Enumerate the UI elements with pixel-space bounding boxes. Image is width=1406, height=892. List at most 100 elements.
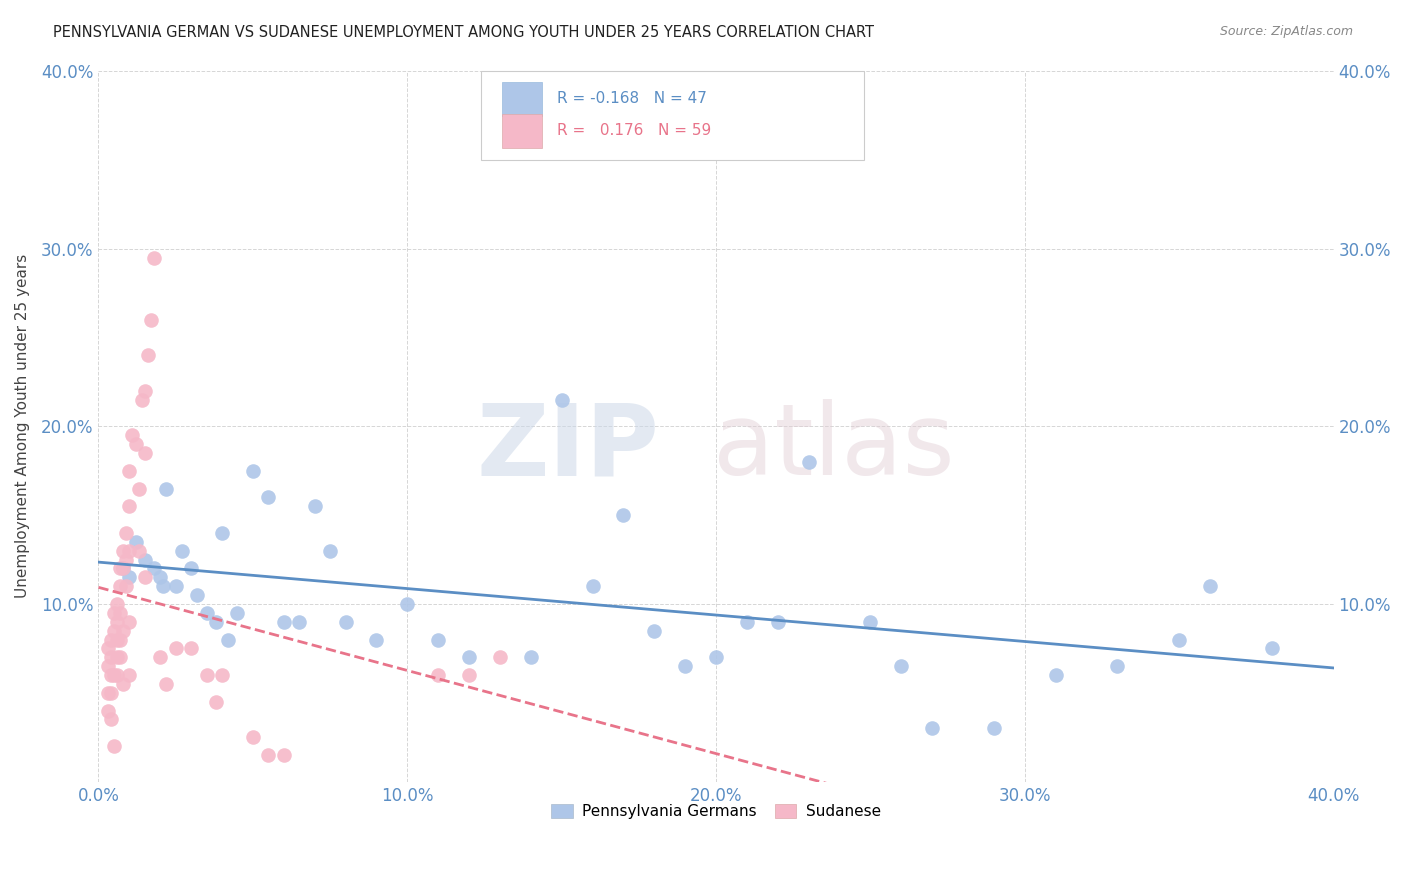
Point xyxy=(612,508,634,523)
Point xyxy=(273,747,295,762)
Legend: Pennsylvania Germans, Sudanese: Pennsylvania Germans, Sudanese xyxy=(546,797,887,825)
Point xyxy=(226,606,249,620)
Point xyxy=(180,561,202,575)
Point xyxy=(165,579,187,593)
Point xyxy=(427,668,450,682)
Point xyxy=(165,641,187,656)
Point xyxy=(112,624,135,638)
Text: Source: ZipAtlas.com: Source: ZipAtlas.com xyxy=(1219,25,1353,38)
Point xyxy=(108,650,131,665)
Text: R =   0.176   N = 59: R = 0.176 N = 59 xyxy=(557,123,711,138)
Point xyxy=(242,731,264,745)
Point xyxy=(149,570,172,584)
Point xyxy=(921,722,943,736)
Point xyxy=(304,500,326,514)
Point xyxy=(319,543,342,558)
Point xyxy=(100,650,122,665)
Point xyxy=(195,668,218,682)
Point xyxy=(128,543,150,558)
Point xyxy=(155,677,177,691)
Point xyxy=(673,659,696,673)
Point xyxy=(704,650,727,665)
Point xyxy=(143,251,166,265)
Point xyxy=(112,543,135,558)
Point xyxy=(242,464,264,478)
Point xyxy=(124,534,146,549)
Point xyxy=(204,695,226,709)
Text: PENNSYLVANIA GERMAN VS SUDANESE UNEMPLOYMENT AMONG YOUTH UNDER 25 YEARS CORRELAT: PENNSYLVANIA GERMAN VS SUDANESE UNEMPLOY… xyxy=(53,25,875,40)
Point xyxy=(108,632,131,647)
Point xyxy=(105,632,128,647)
Point xyxy=(105,650,128,665)
Point xyxy=(195,606,218,620)
Text: ZIP: ZIP xyxy=(477,400,659,496)
Point xyxy=(97,659,120,673)
Point xyxy=(155,482,177,496)
Point xyxy=(143,561,166,575)
Point xyxy=(211,668,233,682)
Point xyxy=(134,446,156,460)
Point xyxy=(427,632,450,647)
Point xyxy=(105,615,128,629)
Point xyxy=(124,437,146,451)
Point xyxy=(108,606,131,620)
Point xyxy=(458,650,481,665)
Point xyxy=(1168,632,1191,647)
Point xyxy=(766,615,789,629)
Point xyxy=(118,570,141,584)
Point xyxy=(118,500,141,514)
Point xyxy=(288,615,311,629)
Point xyxy=(186,588,208,602)
Point xyxy=(257,491,280,505)
Point xyxy=(152,579,174,593)
Point xyxy=(108,561,131,575)
Y-axis label: Unemployment Among Youth under 25 years: Unemployment Among Youth under 25 years xyxy=(15,254,30,599)
Point xyxy=(180,641,202,656)
Point xyxy=(890,659,912,673)
Point xyxy=(128,482,150,496)
Point xyxy=(458,668,481,682)
Point xyxy=(97,704,120,718)
Point xyxy=(131,392,153,407)
Point xyxy=(103,668,125,682)
Point xyxy=(112,561,135,575)
Point xyxy=(97,686,120,700)
Point xyxy=(859,615,882,629)
Point xyxy=(134,384,156,398)
Point xyxy=(103,606,125,620)
Point xyxy=(520,650,543,665)
FancyBboxPatch shape xyxy=(502,82,541,116)
Point xyxy=(550,392,572,407)
Point xyxy=(118,464,141,478)
Point xyxy=(118,615,141,629)
Point xyxy=(735,615,758,629)
Point xyxy=(273,615,295,629)
Point xyxy=(118,668,141,682)
Point xyxy=(121,428,143,442)
Point xyxy=(217,632,239,647)
Point xyxy=(118,543,141,558)
FancyBboxPatch shape xyxy=(502,113,541,148)
Point xyxy=(134,570,156,584)
Point xyxy=(1045,668,1067,682)
Point xyxy=(105,668,128,682)
Point xyxy=(100,713,122,727)
Text: atlas: atlas xyxy=(713,400,955,496)
Point xyxy=(489,650,512,665)
Point xyxy=(108,579,131,593)
Point xyxy=(136,348,159,362)
Point xyxy=(1107,659,1129,673)
Point xyxy=(257,747,280,762)
Point xyxy=(797,455,820,469)
Point xyxy=(103,624,125,638)
Point xyxy=(112,561,135,575)
Point xyxy=(366,632,388,647)
Point xyxy=(97,641,120,656)
Point xyxy=(112,677,135,691)
Point xyxy=(139,312,162,326)
Text: R = -0.168   N = 47: R = -0.168 N = 47 xyxy=(557,91,707,106)
Point xyxy=(396,597,419,611)
Point xyxy=(643,624,665,638)
Point xyxy=(115,552,138,566)
Point xyxy=(983,722,1005,736)
